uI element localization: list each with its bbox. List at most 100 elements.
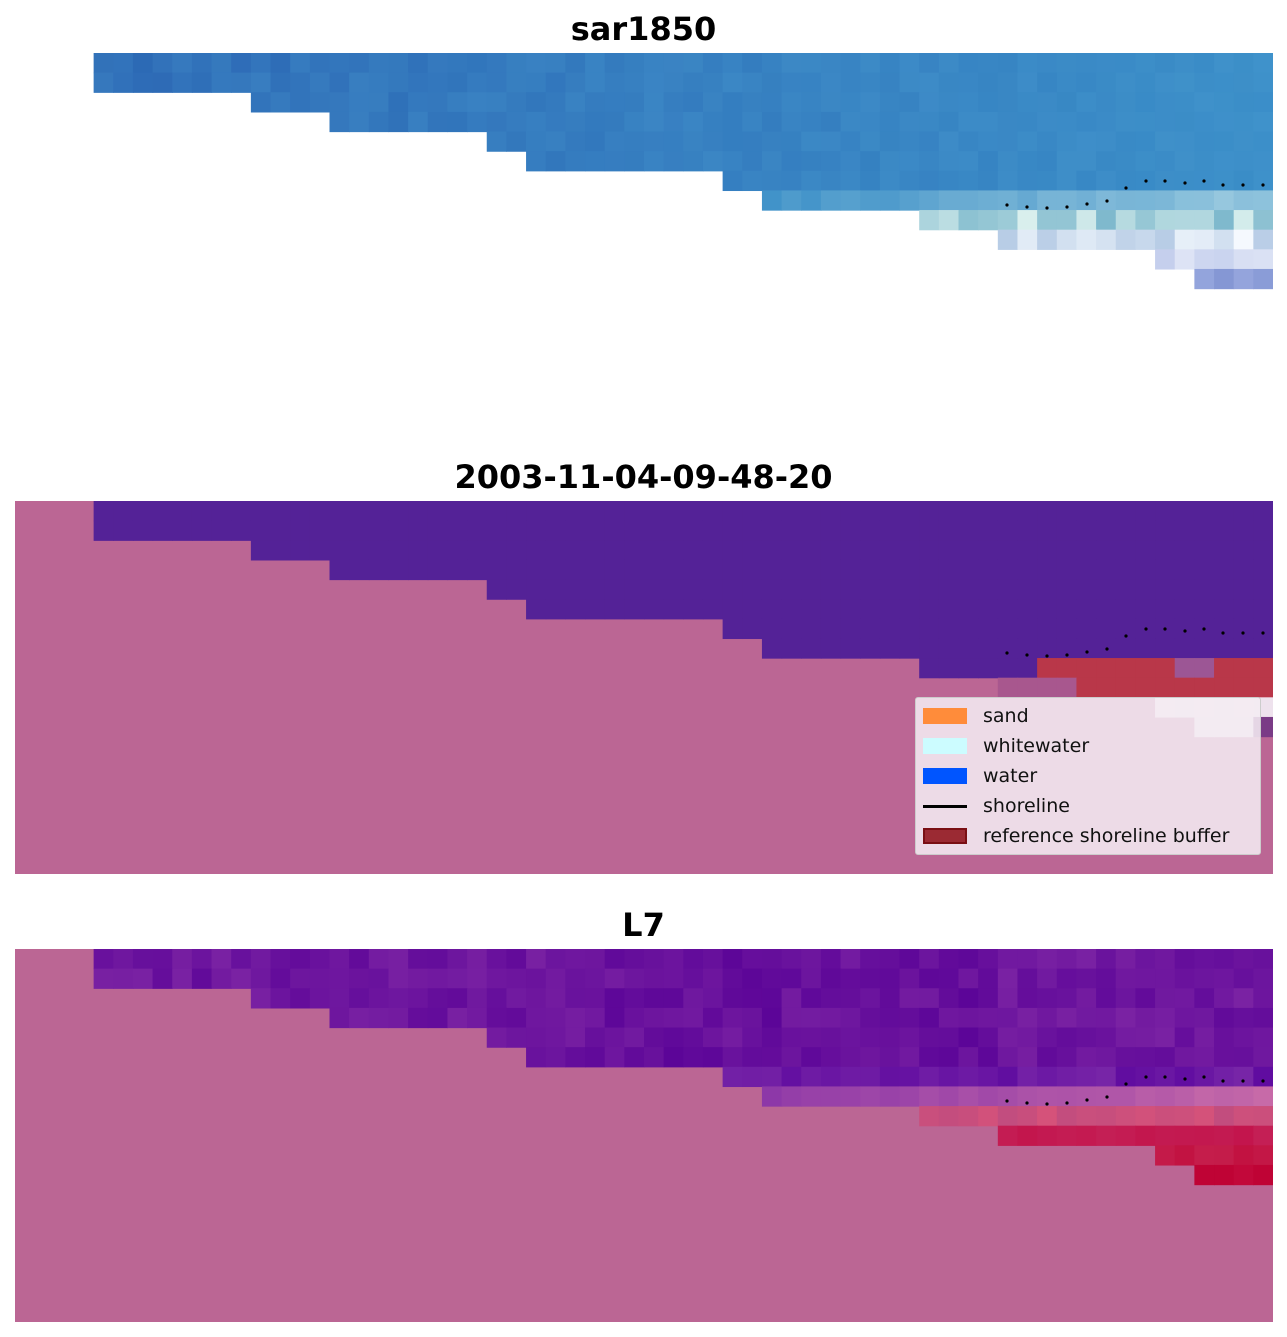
class-pixel (1115, 677, 1137, 698)
index-pixel (1115, 1106, 1137, 1127)
class-pixel (840, 559, 861, 581)
image-pixel (585, 53, 606, 74)
class-pixel (211, 520, 232, 541)
class-pixel (840, 638, 861, 659)
class-pixel (1194, 520, 1215, 541)
image-pixel (1056, 131, 1078, 152)
image-pixel (663, 131, 684, 152)
image-pixel (1115, 229, 1137, 250)
image-pixel (978, 190, 999, 211)
class-pixel (1076, 579, 1097, 600)
index-pixel (467, 949, 488, 970)
class-pixel (1076, 501, 1097, 522)
image-pixel (879, 72, 901, 93)
image-pixel (1017, 53, 1038, 74)
class-pixel (1096, 540, 1117, 561)
image-pixel (1214, 151, 1235, 172)
index-pixel (1155, 1106, 1176, 1127)
image-pixel (938, 72, 960, 93)
panel-title-classified: 2003-11-04-09-48-20 (454, 458, 833, 496)
class-pixel (702, 520, 724, 541)
shoreline-point (1183, 1077, 1187, 1081)
image-pixel (624, 151, 645, 172)
shoreline-point (1124, 1082, 1128, 1086)
class-pixel (1194, 559, 1215, 581)
index-pixel (1194, 1106, 1215, 1127)
class-pixel (1253, 658, 1273, 679)
index-pixel (132, 949, 154, 970)
class-pixel (231, 501, 252, 522)
class-pixel (1135, 677, 1156, 698)
image-pixel (152, 53, 173, 74)
index-pixel (585, 968, 606, 989)
index-pixel (447, 968, 468, 989)
image-pixel (565, 53, 586, 74)
index-pixel (781, 988, 802, 1009)
index-pixel (997, 1066, 1019, 1088)
image-pixel (860, 92, 881, 113)
image-pixel (290, 53, 311, 74)
index-pixel (958, 988, 979, 1009)
class-pixel (172, 501, 193, 522)
class-pixel (585, 579, 606, 600)
image-pixel (1096, 92, 1117, 113)
shoreline-point (1025, 653, 1029, 657)
class-pixel (781, 559, 802, 581)
class-pixel (702, 579, 724, 600)
class-pixel (388, 559, 409, 581)
image-pixel (506, 131, 527, 152)
class-pixel (1017, 599, 1038, 620)
image-pixel (1174, 190, 1195, 211)
index-pixel (879, 1007, 901, 1029)
image-pixel (1194, 53, 1215, 74)
index-pixel (1233, 1145, 1254, 1166)
image-pixel (1056, 210, 1078, 231)
index-pixel (722, 1047, 743, 1068)
class-pixel (1076, 599, 1097, 620)
image-pixel (840, 111, 861, 133)
image-pixel (781, 190, 802, 211)
class-pixel (329, 559, 350, 581)
image-pixel (585, 111, 606, 133)
class-pixel (1253, 677, 1273, 698)
index-pixel (644, 988, 665, 1009)
index-pixel (368, 1007, 390, 1029)
index-pixel (1253, 1047, 1273, 1068)
image-pixel (526, 111, 547, 133)
shoreline-point (1005, 203, 1009, 207)
class-pixel (132, 520, 154, 541)
class-pixel (761, 579, 783, 600)
image-pixel (1135, 92, 1156, 113)
index-pixel (1056, 1047, 1078, 1068)
shoreline-point (1241, 183, 1245, 187)
index-pixel (1115, 1086, 1137, 1107)
class-pixel (1037, 658, 1058, 679)
class-pixel (545, 540, 566, 561)
class-pixel (270, 501, 291, 522)
image-pixel (742, 151, 763, 172)
index-pixel (919, 1027, 940, 1048)
image-pixel (1096, 170, 1117, 192)
index-pixel (1056, 1086, 1078, 1107)
shoreline-point (1085, 1098, 1089, 1102)
image-pixel (467, 72, 488, 93)
class-pixel (427, 559, 449, 581)
class-pixel (860, 638, 881, 659)
class-pixel (447, 501, 468, 522)
index-pixel (781, 1066, 802, 1088)
index-pixel (1233, 1007, 1254, 1029)
class-pixel (801, 599, 822, 620)
class-pixel (820, 618, 842, 640)
index-pixel (1194, 1047, 1215, 1068)
class-pixel (270, 520, 291, 541)
image-pixel (997, 92, 1019, 113)
index-pixel (742, 1047, 763, 1068)
image-pixel (1233, 92, 1254, 113)
image-pixel (1037, 229, 1058, 250)
class-pixel (565, 520, 586, 541)
class-pixel (899, 559, 920, 581)
class-pixel (722, 559, 743, 581)
image-pixel (506, 53, 527, 74)
class-pixel (1135, 520, 1156, 541)
class-pixel (1253, 618, 1273, 640)
